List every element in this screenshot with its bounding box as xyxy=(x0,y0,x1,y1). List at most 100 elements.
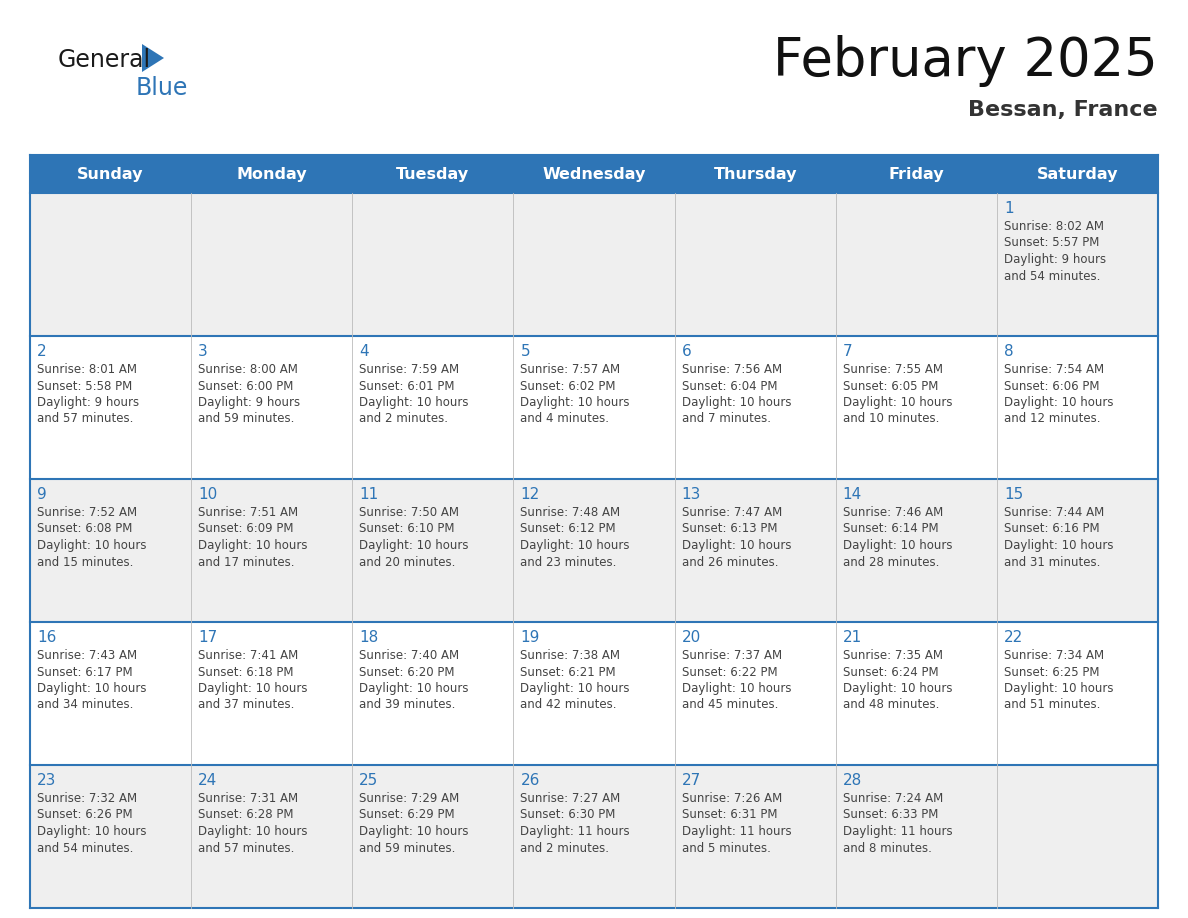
Text: Sunrise: 7:24 AM: Sunrise: 7:24 AM xyxy=(842,792,943,805)
Text: General: General xyxy=(58,48,151,72)
Bar xyxy=(997,193,1158,336)
Text: 4: 4 xyxy=(359,344,369,359)
Text: February 2025: February 2025 xyxy=(773,35,1158,87)
Text: Sunrise: 7:48 AM: Sunrise: 7:48 AM xyxy=(520,506,620,519)
Text: and 54 minutes.: and 54 minutes. xyxy=(37,842,133,855)
Text: and 10 minutes.: and 10 minutes. xyxy=(842,412,939,426)
Text: Sunset: 6:01 PM: Sunset: 6:01 PM xyxy=(359,379,455,393)
Text: Sunrise: 7:59 AM: Sunrise: 7:59 AM xyxy=(359,363,460,376)
Bar xyxy=(30,479,191,622)
Text: and 28 minutes.: and 28 minutes. xyxy=(842,555,939,568)
Text: Daylight: 10 hours: Daylight: 10 hours xyxy=(1004,539,1113,552)
Text: 11: 11 xyxy=(359,487,379,502)
Text: Sunrise: 7:34 AM: Sunrise: 7:34 AM xyxy=(1004,649,1104,662)
Text: Sunset: 6:24 PM: Sunset: 6:24 PM xyxy=(842,666,939,678)
Text: Sunset: 6:17 PM: Sunset: 6:17 PM xyxy=(37,666,133,678)
Text: Sunrise: 7:56 AM: Sunrise: 7:56 AM xyxy=(682,363,782,376)
Text: Sunrise: 7:51 AM: Sunrise: 7:51 AM xyxy=(198,506,298,519)
Text: Sunset: 6:25 PM: Sunset: 6:25 PM xyxy=(1004,666,1099,678)
Text: and 37 minutes.: and 37 minutes. xyxy=(198,699,295,711)
Bar xyxy=(513,622,675,765)
Text: 13: 13 xyxy=(682,487,701,502)
Text: Daylight: 9 hours: Daylight: 9 hours xyxy=(37,396,139,409)
Bar xyxy=(835,479,997,622)
Text: Sunset: 6:08 PM: Sunset: 6:08 PM xyxy=(37,522,132,535)
Text: Daylight: 10 hours: Daylight: 10 hours xyxy=(520,682,630,695)
Text: Sunset: 6:00 PM: Sunset: 6:00 PM xyxy=(198,379,293,393)
Polygon shape xyxy=(143,44,164,72)
Text: Sunset: 5:57 PM: Sunset: 5:57 PM xyxy=(1004,237,1099,250)
Text: Daylight: 10 hours: Daylight: 10 hours xyxy=(198,825,308,838)
Text: and 39 minutes.: and 39 minutes. xyxy=(359,699,456,711)
Text: Sunrise: 7:46 AM: Sunrise: 7:46 AM xyxy=(842,506,943,519)
Text: 15: 15 xyxy=(1004,487,1023,502)
Bar xyxy=(191,765,353,908)
Text: Thursday: Thursday xyxy=(713,166,797,182)
Text: 8: 8 xyxy=(1004,344,1013,359)
Bar xyxy=(675,193,835,336)
Text: and 57 minutes.: and 57 minutes. xyxy=(198,842,295,855)
Text: Sunset: 6:06 PM: Sunset: 6:06 PM xyxy=(1004,379,1099,393)
Text: Sunrise: 7:40 AM: Sunrise: 7:40 AM xyxy=(359,649,460,662)
Text: and 51 minutes.: and 51 minutes. xyxy=(1004,699,1100,711)
Text: Daylight: 10 hours: Daylight: 10 hours xyxy=(37,682,146,695)
Text: Sunrise: 7:50 AM: Sunrise: 7:50 AM xyxy=(359,506,460,519)
Text: and 57 minutes.: and 57 minutes. xyxy=(37,412,133,426)
Bar xyxy=(191,336,353,479)
Text: and 15 minutes.: and 15 minutes. xyxy=(37,555,133,568)
Text: Sunset: 5:58 PM: Sunset: 5:58 PM xyxy=(37,379,132,393)
Text: Sunrise: 8:00 AM: Sunrise: 8:00 AM xyxy=(198,363,298,376)
Text: and 59 minutes.: and 59 minutes. xyxy=(359,842,456,855)
Bar xyxy=(513,336,675,479)
Text: 21: 21 xyxy=(842,630,862,645)
Text: Sunrise: 7:44 AM: Sunrise: 7:44 AM xyxy=(1004,506,1104,519)
Text: Wednesday: Wednesday xyxy=(542,166,646,182)
Text: Daylight: 10 hours: Daylight: 10 hours xyxy=(359,682,469,695)
Text: 7: 7 xyxy=(842,344,852,359)
Text: 26: 26 xyxy=(520,773,539,788)
Text: Daylight: 10 hours: Daylight: 10 hours xyxy=(842,539,953,552)
Text: Daylight: 10 hours: Daylight: 10 hours xyxy=(359,825,469,838)
Text: 9: 9 xyxy=(37,487,46,502)
Text: Sunset: 6:18 PM: Sunset: 6:18 PM xyxy=(198,666,293,678)
Bar xyxy=(675,479,835,622)
Text: Bessan, France: Bessan, France xyxy=(968,100,1158,120)
Text: Sunset: 6:22 PM: Sunset: 6:22 PM xyxy=(682,666,777,678)
Text: Daylight: 11 hours: Daylight: 11 hours xyxy=(682,825,791,838)
Bar xyxy=(353,155,513,193)
Text: and 2 minutes.: and 2 minutes. xyxy=(359,412,448,426)
Text: 18: 18 xyxy=(359,630,379,645)
Text: and 42 minutes.: and 42 minutes. xyxy=(520,699,617,711)
Text: Daylight: 10 hours: Daylight: 10 hours xyxy=(842,396,953,409)
Text: Sunset: 6:21 PM: Sunset: 6:21 PM xyxy=(520,666,617,678)
Text: 12: 12 xyxy=(520,487,539,502)
Text: 10: 10 xyxy=(198,487,217,502)
Text: and 23 minutes.: and 23 minutes. xyxy=(520,555,617,568)
Text: and 54 minutes.: and 54 minutes. xyxy=(1004,270,1100,283)
Text: and 5 minutes.: and 5 minutes. xyxy=(682,842,771,855)
Text: Daylight: 11 hours: Daylight: 11 hours xyxy=(842,825,953,838)
Text: 22: 22 xyxy=(1004,630,1023,645)
Text: 1: 1 xyxy=(1004,201,1013,216)
Bar xyxy=(835,336,997,479)
Text: and 17 minutes.: and 17 minutes. xyxy=(198,555,295,568)
Text: Daylight: 11 hours: Daylight: 11 hours xyxy=(520,825,630,838)
Text: Sunset: 6:16 PM: Sunset: 6:16 PM xyxy=(1004,522,1099,535)
Bar xyxy=(835,622,997,765)
Text: 14: 14 xyxy=(842,487,862,502)
Text: 2: 2 xyxy=(37,344,46,359)
Text: Blue: Blue xyxy=(135,76,189,100)
Bar xyxy=(513,155,675,193)
Text: Daylight: 10 hours: Daylight: 10 hours xyxy=(842,682,953,695)
Bar xyxy=(997,765,1158,908)
Text: Sunset: 6:31 PM: Sunset: 6:31 PM xyxy=(682,809,777,822)
Text: Sunset: 6:02 PM: Sunset: 6:02 PM xyxy=(520,379,615,393)
Text: Friday: Friday xyxy=(889,166,944,182)
Bar xyxy=(191,193,353,336)
Bar xyxy=(191,479,353,622)
Text: 19: 19 xyxy=(520,630,539,645)
Bar xyxy=(353,765,513,908)
Text: and 7 minutes.: and 7 minutes. xyxy=(682,412,771,426)
Text: 20: 20 xyxy=(682,630,701,645)
Text: and 12 minutes.: and 12 minutes. xyxy=(1004,412,1100,426)
